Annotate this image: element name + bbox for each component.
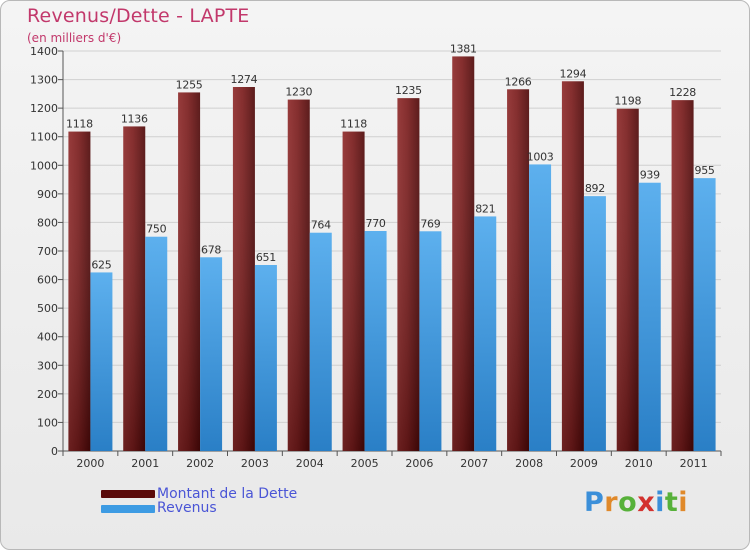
bar-dette-shade (232, 87, 255, 451)
data-label-revenus: 1003 (527, 150, 554, 163)
bar-revenus (145, 236, 168, 451)
bar-dette-shade (561, 81, 584, 452)
y-tick-label: 100 (37, 416, 58, 429)
data-label-revenus: 750 (146, 223, 166, 236)
bar-dette-shade (68, 131, 91, 452)
y-tick-label: 0 (51, 445, 58, 458)
bar-revenus (474, 216, 497, 451)
y-tick-label: 800 (37, 216, 58, 229)
data-label-dette: 1274 (231, 73, 258, 86)
y-tick-label: 1000 (30, 159, 58, 172)
y-tick-label: 1100 (30, 131, 58, 144)
chart-title: Revenus/Dette - LAPTE (27, 5, 250, 27)
proxiti-logo: Proxiti (584, 487, 689, 518)
y-tick-label: 1300 (30, 74, 58, 87)
bar-revenus (529, 164, 552, 451)
bar-revenus (200, 257, 223, 451)
data-label-revenus: 651 (256, 251, 276, 264)
data-label-revenus: 678 (201, 243, 221, 256)
bar-revenus (419, 231, 442, 451)
data-label-dette: 1266 (505, 75, 532, 88)
bar-dette-shade (507, 89, 530, 452)
grid-lines (63, 50, 721, 452)
data-label-dette: 1136 (121, 112, 148, 125)
y-tick-label: 600 (37, 274, 58, 287)
bar-revenus (309, 232, 332, 451)
x-tick-label: 2011 (680, 457, 708, 470)
y-tick-label: 700 (37, 245, 58, 258)
x-tick-label: 2006 (405, 457, 433, 470)
x-tick-label: 2007 (460, 457, 488, 470)
data-label-dette: 1381 (450, 42, 477, 55)
bar-dette-shade (452, 56, 475, 452)
data-label-dette: 1118 (66, 118, 93, 131)
data-label-dette: 1230 (285, 86, 312, 99)
x-tick-label: 2004 (296, 457, 324, 470)
bar-dette-shade (616, 108, 639, 451)
x-tick-label: 2009 (570, 457, 598, 470)
bar-dette-shade (397, 98, 420, 452)
x-tick-label: 2003 (241, 457, 269, 470)
bar-dette-shade (178, 92, 201, 451)
bar-revenus (638, 182, 661, 451)
x-tick-label: 2005 (351, 457, 379, 470)
y-tick-label: 1400 (30, 45, 58, 58)
x-tick-label: 2000 (76, 457, 104, 470)
x-tick-label: 2001 (131, 457, 159, 470)
y-tick-label: 900 (37, 188, 58, 201)
data-label-revenus: 955 (695, 164, 715, 177)
x-tick-label: 2002 (186, 457, 214, 470)
bar-revenus (90, 272, 113, 451)
bar-revenus (693, 178, 716, 451)
legend-swatch-dette (101, 490, 155, 498)
y-tick-label: 500 (37, 302, 58, 315)
legend-label-revenus: Revenus (157, 500, 217, 516)
chart-subtitle: (en milliers d'€) (27, 31, 122, 45)
data-label-dette: 1255 (176, 78, 203, 91)
data-label-revenus: 769 (420, 217, 440, 230)
data-label-revenus: 764 (311, 219, 331, 232)
bar-dette-shade (287, 99, 310, 452)
data-label-revenus: 939 (640, 169, 660, 182)
bar-revenus (364, 231, 387, 451)
data-label-dette: 1118 (340, 118, 367, 131)
data-label-revenus: 821 (475, 202, 495, 215)
bar-dette-shade (671, 100, 694, 452)
legend-swatch-revenus (101, 505, 155, 513)
data-label-dette: 1198 (614, 95, 641, 108)
data-label-revenus: 625 (91, 258, 111, 271)
data-label-dette: 1294 (560, 67, 587, 80)
legend-label-dette: Montant de la Dette (157, 486, 298, 502)
y-tick-label: 400 (37, 331, 58, 344)
y-tick-label: 300 (37, 359, 58, 372)
data-label-dette: 1228 (669, 86, 696, 99)
data-label-revenus: 892 (585, 182, 605, 195)
data-label-revenus: 770 (366, 217, 386, 230)
bar-revenus (583, 196, 606, 451)
bar-dette-shade (342, 131, 365, 452)
bars (68, 56, 716, 452)
y-tick-label: 200 (37, 388, 58, 401)
axes: 0 100 200 300 400 500 600 700 800 900 1000 1100 1200… (30, 45, 722, 470)
x-tick-label: 2008 (515, 457, 543, 470)
x-tick-label: 2010 (625, 457, 653, 470)
data-label-dette: 1235 (395, 84, 422, 97)
data-labels: 1118 625 1136 750 1255 678 1274 651 1230 764 1118 7… (66, 42, 715, 271)
bar-dette-shade (123, 126, 146, 451)
y-tick-label: 1200 (30, 102, 58, 115)
bar-revenus (254, 265, 277, 451)
